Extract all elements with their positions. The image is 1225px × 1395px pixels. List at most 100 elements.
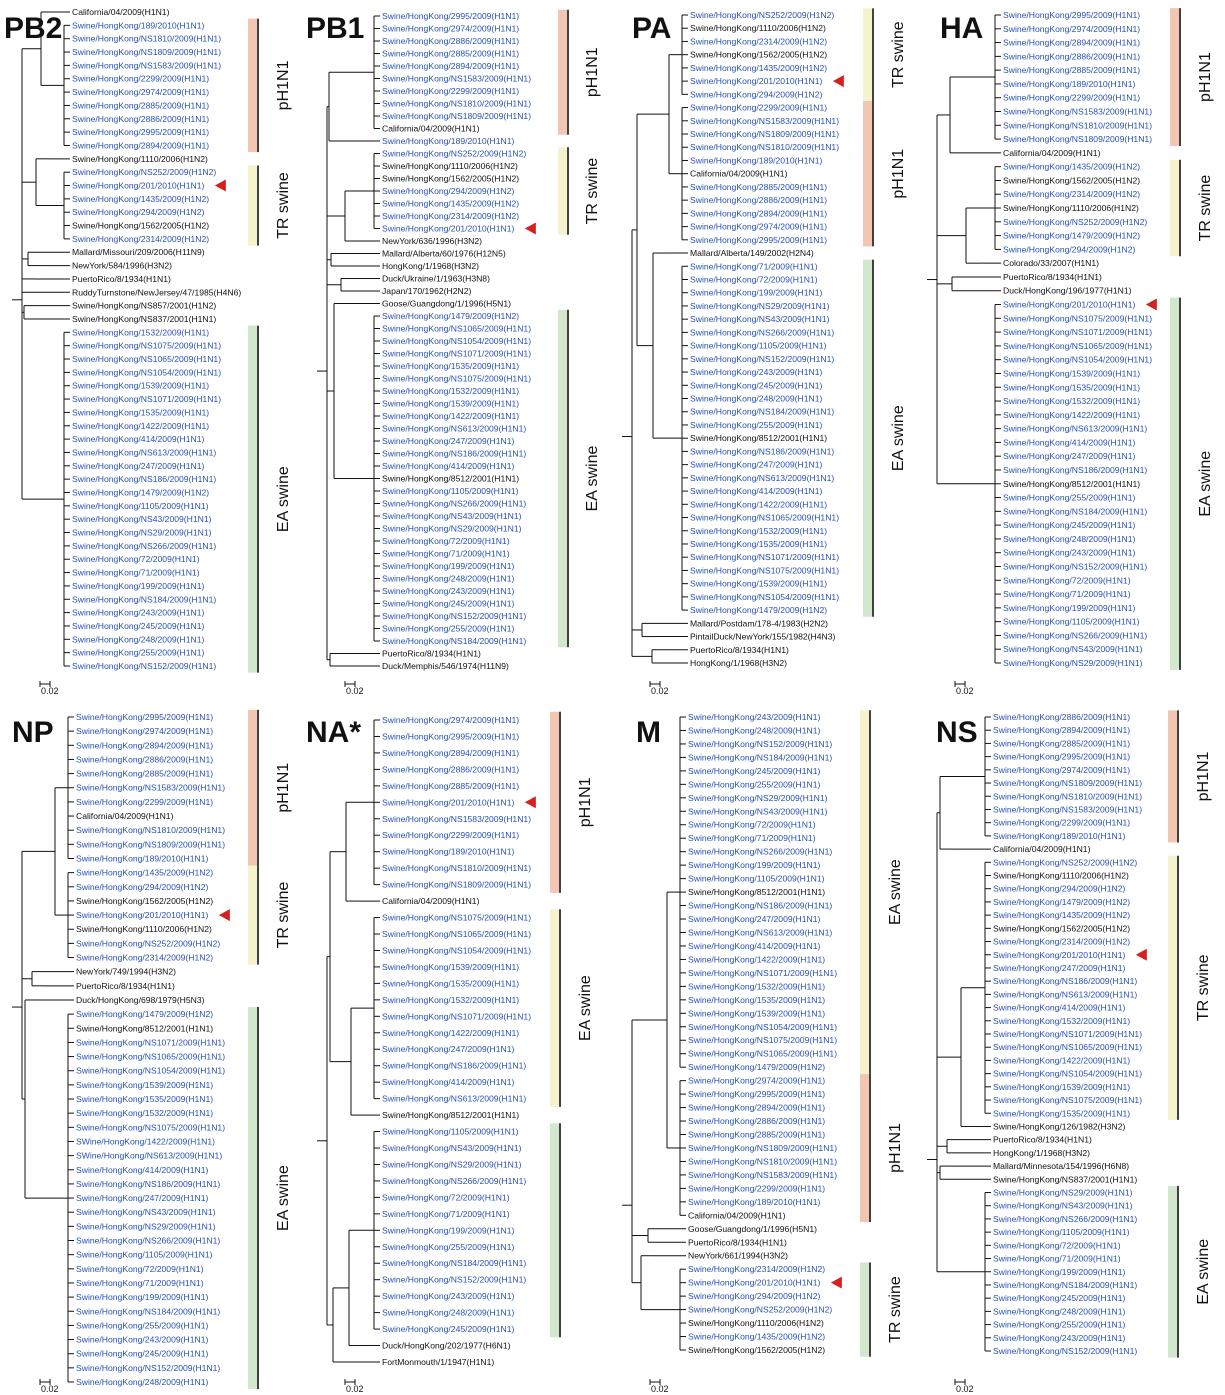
leaf-label: Swine/HongKong/NS152/2009(H1N1) bbox=[382, 1275, 526, 1285]
leaf-label: Swine/HongKong/1535/2009(H1N1) bbox=[382, 361, 519, 371]
leaf-label: Mallard/Alberta/60/1976(H12N5) bbox=[382, 249, 506, 259]
leaf-label: Swine/HongKong/248/2009(H1N1) bbox=[76, 1377, 208, 1387]
leaf-label: Swine/HongKong/NS1583/2009(H1N1) bbox=[1003, 107, 1152, 117]
clade-label: EA swine bbox=[584, 445, 601, 511]
clade-label: pH1N1 bbox=[1195, 751, 1212, 801]
leaf-label: Swine/HongKong/NS29/2009(H1N1) bbox=[382, 524, 522, 534]
leaf-label: Swine/HongKong/NS152/2009(H1N1) bbox=[993, 1346, 1137, 1356]
leaf-label: Swine/HongKong/NS186/2009(H1N1) bbox=[382, 449, 526, 459]
leaf-label: Swine/HongKong/201/2010(H1N1) bbox=[690, 76, 822, 86]
leaf-label: Swine/HongKong/NS1810/2009(H1N1) bbox=[993, 791, 1142, 801]
leaf-label: Swine/HongKong/247/2009(H1N1) bbox=[993, 963, 1125, 973]
leaf-label: Swine/HongKong/201/2010(H1N1) bbox=[688, 1278, 820, 1288]
leaf-label: Swine/HongKong/2894/2009(H1N1) bbox=[382, 748, 519, 758]
leaf-label: Swine/HongKong/NS1809/2009(H1N1) bbox=[993, 778, 1142, 788]
leaf-label: Swine/HongKong/1539/2009(H1N1) bbox=[690, 579, 827, 589]
leaf-label: Swine/HongKong/NS1810/2009(H1N1) bbox=[1003, 120, 1152, 130]
leaf-label: Swine/HongKong/NS1075/2009(H1N1) bbox=[1003, 313, 1152, 323]
leaf-label: Swine/HongKong/NS1810/2009(H1N1) bbox=[690, 142, 839, 152]
leaf-label: Swine/HongKong/2886/2009(H1N1) bbox=[382, 36, 519, 46]
leaf-label: Swine/HongKong/2886/2009(H1N1) bbox=[688, 1116, 825, 1126]
leaf-label: Swine/HongKong/2894/2009(H1N1) bbox=[993, 725, 1130, 735]
leaf-label: Colorado/33/2007(H1N1) bbox=[1003, 258, 1099, 268]
leaf-label: Swine/HongKong/255/2009(H1N1) bbox=[993, 1320, 1125, 1330]
leaf-label: Swine/HongKong/NS1810/2009(H1N1) bbox=[76, 825, 225, 835]
leaf-label: Swine/HongKong/247/2009(H1N1) bbox=[1003, 451, 1135, 461]
leaf-label: Swine/HongKong/NS1583/2009(H1N1) bbox=[993, 804, 1142, 814]
leaf-label: Swine/HongKong/NS837/2001(H1N1) bbox=[72, 314, 216, 324]
panel-pb1: PB1 Swine/HongKong/2995/2009(H1N1) Swine/H… bbox=[306, 9, 601, 696]
leaf-label: Swine/HongKong/NS43/2009(H1N1) bbox=[72, 514, 212, 524]
leaf-label: Swine/HongKong/1105/2009(H1N1) bbox=[382, 1127, 519, 1137]
leaf-label: Swine/HongKong/8512/2001(H1N1) bbox=[1003, 479, 1140, 489]
leaf-label: Swine/HongKong/NS613/2009(H1N1) bbox=[688, 927, 832, 937]
leaf-label: Swine/HongKong/1532/2009(H1N1) bbox=[382, 995, 519, 1005]
leaf-label: Swine/HongKong/2974/2009(H1N1) bbox=[382, 715, 519, 725]
leaf-label: California/04/2009(H1N1) bbox=[993, 844, 1091, 854]
leaf-label: Swine/HongKong/72/2009(H1N1) bbox=[993, 1240, 1121, 1250]
leaf-label: Swine/HongKong/2886/2009(H1N1) bbox=[76, 754, 213, 764]
leaf-label: Swine/HongKong/1535/2009(H1N1) bbox=[993, 1108, 1130, 1118]
leaf-label: Swine/HongKong/NS1065/2009(H1N1) bbox=[382, 929, 531, 939]
leaf-label: Swine/HongKong/1105/2009(H1N1) bbox=[1003, 617, 1140, 627]
leaf-label: Swine/HongKong/NS29/2009(H1N1) bbox=[690, 301, 830, 311]
leaf-label: Swine/HongKong/245/2009(H1N1) bbox=[72, 621, 204, 631]
leaf-label: Swine/HongKong/1435/2009(H1N2) bbox=[993, 910, 1130, 920]
clade-shade-ea-swine bbox=[1168, 1185, 1177, 1358]
leaf-label: Swine/HongKong/NS184/2009(H1N1) bbox=[1003, 506, 1147, 516]
marker-arrow-icon bbox=[1145, 298, 1157, 311]
leaf-label: Swine/HongKong/1435/2009(H1N2) bbox=[382, 199, 519, 209]
leaf-label: Swine/HongKong/NS1583/2009(H1N1) bbox=[382, 814, 531, 824]
leaf-label: Swine/HongKong/2885/2009(H1N1) bbox=[1003, 65, 1140, 75]
leaf-label: California/04/2009(H1N1) bbox=[690, 169, 788, 179]
leaf-label: California/04/2009(H1N1) bbox=[688, 1210, 786, 1220]
leaf-label: Swine/HongKong/243/2009(H1N1) bbox=[993, 1333, 1125, 1343]
leaf-label: Swine/HongKong/2995/2009(H1N1) bbox=[382, 11, 519, 21]
clade-shade-ea-swine bbox=[248, 325, 257, 673]
leaf-label: Swine/HongKong/243/2009(H1N1) bbox=[688, 712, 820, 722]
leaf-label: Swine/HongKong/NS1071/2009(H1N1) bbox=[1003, 327, 1152, 337]
leaf-label: Swine/HongKong/NS29/2009(H1N1) bbox=[382, 1159, 522, 1169]
leaf-label: Swine/HongKong/NS29/2009(H1N1) bbox=[993, 1188, 1133, 1198]
leaf-label: Swine/HongKong/1562/2005(H1N2) bbox=[688, 1345, 825, 1355]
clade-shade-ea-swine bbox=[550, 1123, 559, 1338]
leaf-label: Swine/HongKong/414/2009(H1N1) bbox=[382, 461, 514, 471]
leaf-label: PuertoRico/8/1934(H1N1) bbox=[690, 645, 789, 655]
leaf-label: Swine/HongKong/NS184/2009(H1N1) bbox=[72, 594, 216, 604]
marker-arrow-icon bbox=[214, 179, 226, 192]
leaf-label: Swine/HongKong/NS1809/2009(H1N1) bbox=[382, 880, 531, 890]
leaf-label: Swine/HongKong/NS837/2001(H1N1) bbox=[993, 1174, 1137, 1184]
leaf-label: Swine/HongKong/2314/2009(H1N2) bbox=[76, 953, 213, 963]
clade-label: TR swine bbox=[275, 172, 292, 239]
leaf-label: Swine/HongKong/NS43/2009(H1N1) bbox=[382, 511, 522, 521]
leaf-label: Swine/HongKong/NS43/2009(H1N1) bbox=[993, 1201, 1133, 1211]
leaf-label: Swine/HongKong/1532/2009(H1N1) bbox=[690, 526, 827, 536]
leaf-label: Swine/HongKong/1105/2009(H1N1) bbox=[690, 341, 827, 351]
marker-arrow-icon bbox=[218, 909, 230, 922]
leaf-label: Swine/HongKong/NS29/2009(H1N1) bbox=[688, 793, 828, 803]
leaf-label: Swine/HongKong/1532/2009(H1N1) bbox=[688, 981, 825, 991]
leaf-label: Swine/HongKong/8512/2001(H1N1) bbox=[76, 1023, 213, 1033]
leaf-label: Swine/HongKong/414/2009(H1N1) bbox=[690, 486, 822, 496]
leaf-label: Swine/HongKong/248/2009(H1N1) bbox=[690, 394, 822, 404]
leaf-label: Swine/HongKong/255/2009(H1N1) bbox=[382, 624, 514, 634]
leaf-label: Swine/HongKong/1105/2009(H1N1) bbox=[72, 501, 209, 511]
clade-shade-tr-swine bbox=[550, 909, 559, 1107]
leaf-label: Swine/HongKong/NS1054/2009(H1N1) bbox=[690, 592, 839, 602]
leaf-label: Swine/HongKong/248/2009(H1N1) bbox=[72, 634, 204, 644]
leaf-label: Swine/HongKong/2885/2009(H1N1) bbox=[993, 738, 1130, 748]
leaf-label: Swine/HongKong/414/2009(H1N1) bbox=[76, 1165, 208, 1175]
leaf-label: Swine/HongKong/245/2009(H1N1) bbox=[1003, 520, 1135, 530]
marker-arrow-icon bbox=[524, 796, 536, 809]
leaf-label: Swine/HongKong/NS252/2009(H1N2) bbox=[993, 857, 1137, 867]
clade-shade-tr-swine bbox=[860, 710, 869, 1074]
leaf-label: Swine/HongKong/NS266/2009(H1N1) bbox=[382, 499, 526, 509]
leaf-label: Swine/HongKong/255/2009(H1N1) bbox=[382, 1242, 514, 1252]
leaf-label: Swine/HongKong/243/2009(H1N1) bbox=[690, 367, 822, 377]
leaf-label: Swine/HongKong/189/2010(H1N1) bbox=[688, 1197, 820, 1207]
leaf-label: Swine/HongKong/199/2009(H1N1) bbox=[76, 1292, 208, 1302]
clade-label: pH1N1 bbox=[275, 60, 292, 110]
leaf-label: Swine/HongKong/1110/2006(H1N2) bbox=[382, 161, 518, 171]
leaf-label: Swine/HongKong/199/2009(H1N1) bbox=[688, 860, 820, 870]
leaf-label: PuertoRico/8/1934(H1N1) bbox=[72, 274, 171, 284]
